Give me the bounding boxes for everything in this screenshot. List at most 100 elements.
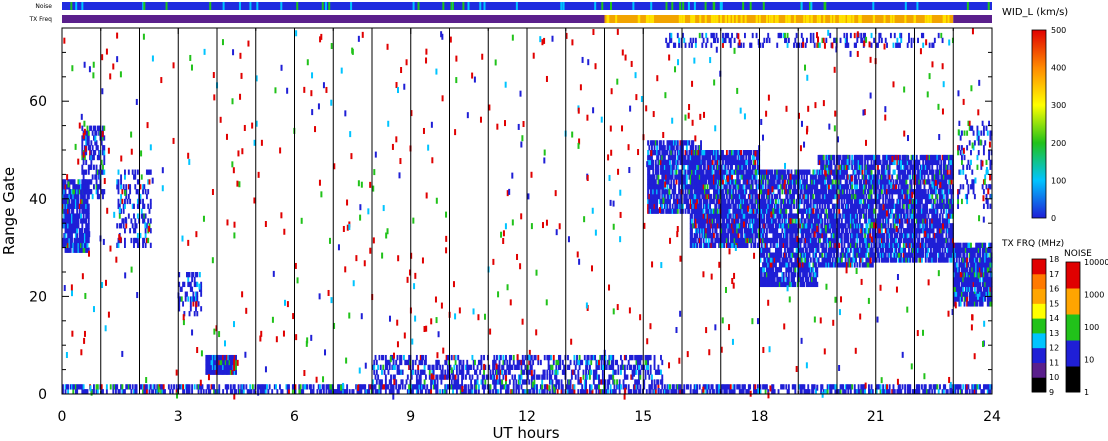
echo-cell (691, 203, 693, 209)
echo-cell (100, 169, 103, 175)
echo-cell (753, 159, 755, 166)
echo-cell (809, 174, 812, 180)
echo-cell (581, 389, 584, 395)
echo-cell (705, 242, 708, 248)
echo-cell (64, 198, 67, 205)
echo-cell (693, 184, 696, 190)
echo-cell (647, 154, 650, 161)
echo-cell (720, 384, 723, 390)
echo-cell (654, 198, 657, 205)
echo-cell (827, 169, 830, 175)
echo-cell (74, 213, 77, 219)
echo-cell (818, 193, 821, 200)
echo-cell (498, 374, 501, 380)
echo-cell (751, 179, 754, 185)
echo-cell (839, 193, 842, 200)
echo-cell (262, 389, 265, 395)
echo-cell (89, 150, 92, 156)
echo-cell (78, 242, 81, 248)
echo-cell (807, 208, 810, 214)
echo-cell (197, 389, 200, 395)
echo-cell (62, 184, 64, 190)
echo-cell (839, 154, 842, 161)
echo-cell (713, 223, 715, 229)
echo-cell (696, 150, 699, 156)
echo-cell (808, 252, 811, 258)
echo-cell (242, 384, 245, 390)
echo-cell (722, 208, 724, 214)
echo-cell (497, 369, 500, 375)
echo-cell (505, 379, 507, 385)
echo-cell (142, 198, 144, 205)
echo-cell (651, 140, 653, 146)
echo-cell (214, 369, 217, 375)
echo-cell (83, 389, 86, 395)
echo-cell (745, 218, 748, 224)
echo-cell (782, 232, 785, 239)
echo-cell (82, 218, 85, 224)
echo-cell (112, 384, 115, 390)
echo-cell (200, 286, 203, 292)
echo-cell (763, 203, 766, 209)
echo-cell (769, 179, 772, 185)
echo-cell (583, 384, 586, 390)
echo-cell (68, 208, 71, 214)
echo-cell (737, 198, 740, 205)
echo-cell (840, 262, 843, 268)
echo-cell (667, 384, 670, 390)
echo-cell (397, 369, 400, 375)
echo-cell (685, 140, 688, 146)
echo-cell (609, 384, 612, 390)
echo-cell (736, 193, 739, 200)
echo-cell (455, 364, 458, 370)
echo-cell (129, 228, 132, 234)
echo-cell (800, 252, 803, 258)
echo-cell (742, 154, 745, 161)
echo-cell (782, 276, 785, 283)
echo-cell (657, 154, 660, 161)
echo-cell (831, 154, 834, 161)
echo-cell (767, 193, 770, 200)
echo-cell (153, 384, 156, 390)
echo-cell (800, 247, 803, 253)
echo-cell (755, 213, 758, 219)
echo-cell (807, 276, 810, 283)
echo-cell (233, 389, 236, 395)
echo-cell (716, 237, 719, 244)
echo-cell (69, 218, 72, 224)
echo-cell (87, 228, 90, 234)
echo-cell (803, 198, 806, 205)
echo-cell (700, 159, 702, 166)
echo-cell (100, 130, 103, 136)
echo-cell (834, 384, 837, 390)
echo-cell (813, 213, 816, 219)
echo-cell (421, 359, 423, 366)
echo-cell (620, 364, 622, 370)
echo-cell (782, 208, 785, 214)
echo-cell (436, 379, 439, 385)
echo-cell (976, 384, 979, 390)
echo-cell (616, 379, 619, 385)
echo-cell (679, 179, 682, 185)
echo-cell (773, 213, 776, 219)
echo-cell (715, 232, 718, 239)
echo-cell (638, 359, 640, 366)
echo-cell (734, 228, 737, 234)
echo-cell (737, 223, 740, 229)
echo-cell (684, 154, 687, 161)
echo-cell (661, 164, 664, 170)
echo-cell (812, 267, 815, 273)
echo-cell (811, 193, 814, 200)
echo-cell (784, 208, 786, 214)
echo-cell (932, 384, 935, 390)
echo-cell (213, 364, 216, 370)
echo-cell (723, 223, 726, 229)
echo-cell (364, 384, 367, 390)
echo-cell (791, 276, 794, 283)
echo-cell (321, 384, 324, 390)
echo-cell (822, 184, 825, 190)
echo-cell (795, 228, 798, 234)
echo-cell (731, 193, 733, 200)
echo-cell (709, 198, 712, 205)
echo-cell (771, 384, 774, 390)
